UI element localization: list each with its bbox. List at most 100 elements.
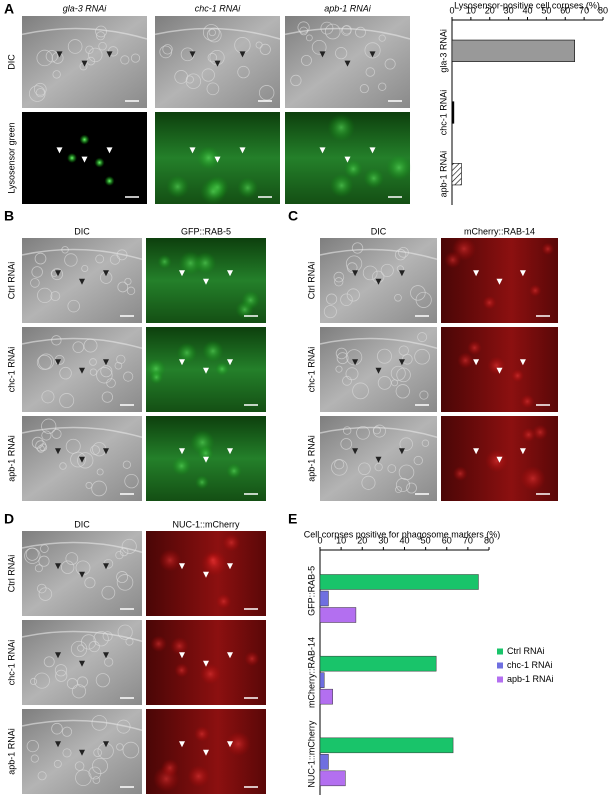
cell-texture — [91, 757, 108, 774]
chart-title: Cell corpses positive for phagosome mark… — [304, 529, 501, 539]
fluor-spot — [244, 651, 260, 667]
bar — [319, 770, 346, 787]
cell-texture — [345, 367, 359, 381]
micrograph — [146, 238, 266, 323]
legend-label: chc-1 RNAi — [507, 660, 553, 670]
cell-texture — [398, 345, 409, 356]
cell-texture — [324, 23, 341, 40]
arrowhead — [319, 147, 326, 154]
membrane — [319, 337, 438, 349]
arrowhead — [179, 652, 185, 659]
cell-texture — [362, 265, 378, 281]
cell-texture — [26, 739, 39, 753]
micrograph — [21, 238, 143, 323]
fluor-spot — [529, 284, 542, 297]
cell-texture — [100, 365, 113, 378]
x-tick-label: 50 — [421, 535, 431, 545]
arrowhead — [375, 278, 382, 285]
cell-texture — [74, 761, 85, 771]
cell-texture — [71, 684, 87, 699]
membrane — [21, 630, 143, 642]
cell-texture — [88, 766, 102, 780]
x-tick-label: 0 — [317, 535, 322, 545]
arrowhead — [319, 51, 326, 58]
fluor-spot — [174, 663, 189, 678]
cell-texture — [116, 571, 129, 583]
cell-texture — [346, 288, 360, 302]
cell-texture — [59, 462, 67, 470]
column-header: DIC — [74, 226, 90, 236]
x-tick-label: 60 — [442, 535, 452, 545]
cell-texture — [38, 555, 50, 567]
cell-texture — [67, 299, 80, 313]
cell-texture — [72, 341, 85, 353]
micrograph — [146, 416, 266, 501]
cell-texture — [120, 55, 130, 65]
arrowhead — [352, 448, 359, 455]
fluor-spot — [444, 251, 462, 269]
micrograph — [146, 531, 266, 616]
fluor-spot — [194, 251, 217, 274]
cell-texture — [255, 41, 263, 49]
arrowhead — [496, 456, 503, 463]
cell-texture — [390, 365, 406, 381]
cell-texture — [346, 349, 363, 366]
arrowhead — [179, 448, 185, 455]
cell-texture — [84, 577, 96, 589]
cell-texture — [37, 445, 45, 453]
arrowhead — [369, 51, 376, 58]
fluor-spot — [158, 549, 182, 572]
cell-texture — [384, 58, 396, 70]
row-label: chc-1 RNAi — [306, 347, 316, 393]
cell-texture — [51, 335, 62, 346]
column-header: GFP::RAB-5 — [181, 226, 231, 236]
cell-texture — [201, 68, 215, 82]
cell-texture — [104, 657, 114, 667]
cell-texture — [394, 293, 402, 302]
arrowhead — [81, 60, 88, 67]
cell-texture — [101, 585, 116, 600]
arrowhead — [79, 571, 85, 578]
cell-texture — [89, 368, 98, 376]
arrowhead — [227, 563, 233, 570]
cell-texture — [396, 367, 411, 383]
cell-texture — [36, 49, 53, 67]
cell-texture — [96, 367, 113, 384]
arrowhead — [79, 749, 85, 756]
cell-texture — [116, 574, 134, 591]
fluor-spot — [161, 759, 179, 777]
cell-texture — [399, 437, 413, 451]
micrograph — [319, 416, 438, 501]
cell-texture — [53, 759, 62, 768]
cell-texture — [355, 26, 366, 38]
cell-texture — [413, 455, 423, 466]
arrowhead — [81, 156, 88, 163]
cell-texture — [88, 47, 103, 63]
membrane — [21, 337, 143, 349]
fluor-spot — [149, 370, 164, 385]
x-tick-label: 70 — [579, 5, 589, 15]
cell-texture — [93, 748, 102, 757]
membrane — [284, 27, 411, 40]
arrowhead — [344, 156, 351, 163]
cell-texture — [122, 741, 140, 759]
cell-texture — [336, 352, 349, 365]
arrowhead — [398, 359, 405, 366]
cell-texture — [259, 43, 271, 55]
cell-texture — [37, 287, 53, 304]
bar — [319, 754, 329, 770]
fluor-spot — [104, 176, 115, 186]
arrowhead — [375, 367, 382, 374]
x-tick-label: 80 — [598, 5, 608, 15]
cell-texture — [356, 425, 370, 440]
arrowhead — [239, 147, 246, 154]
arrowhead — [179, 270, 185, 277]
cell-texture — [52, 70, 61, 79]
fluor-spot — [520, 466, 546, 491]
cell-texture — [61, 726, 73, 737]
cell-texture — [340, 293, 353, 307]
membrane — [21, 248, 143, 260]
fluor-spot — [541, 242, 555, 256]
cell-texture — [387, 464, 397, 473]
